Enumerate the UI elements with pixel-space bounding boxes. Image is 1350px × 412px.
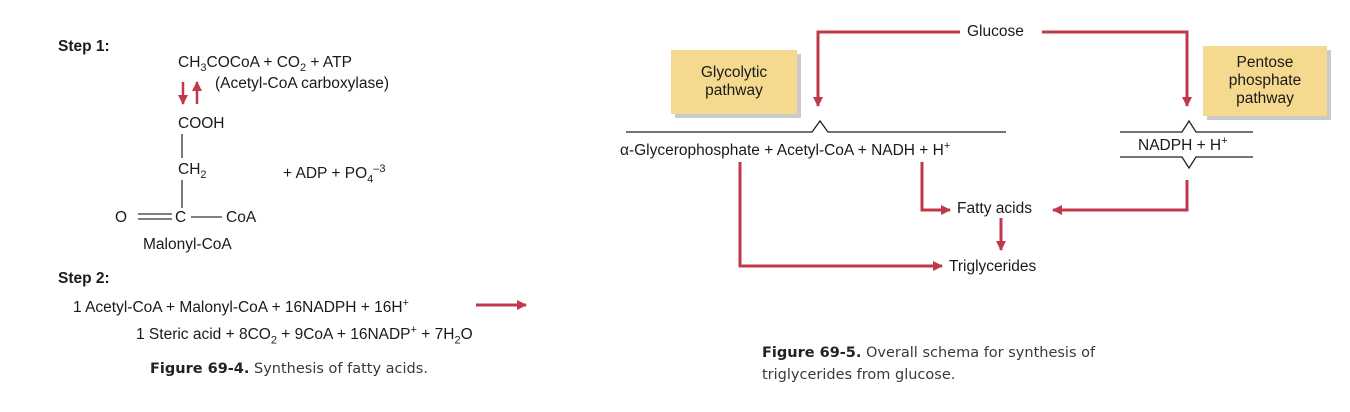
nadph-text: NADPH + H [1138,137,1222,155]
ch2-label: CH2 [178,162,207,181]
ch-sub: 2 [200,169,207,182]
step2-line2-sub2: 2 [454,334,461,347]
glycerophosphate-text: α-Glycerophosphate + Acetyl-CoA + NADH +… [620,142,944,160]
step2-label: Step 2: [58,270,110,287]
malonyl-coa-label: Malonyl-CoA [143,236,232,253]
glycerophosphate-line: α-Glycerophosphate + Acetyl-CoA + NADH +… [620,141,950,159]
caption-69-4-text: Synthesis of fatty acids. [249,361,428,377]
reactant-cocoa: COCoA + CO [206,54,300,71]
glycolytic-pathway-label: Glycolytic pathway [700,64,768,99]
glycerophosphate-sup: + [943,140,951,152]
step1-products: + ADP + PO4–3 [283,164,386,185]
reactant-atp: + ATP [306,54,352,71]
step2-line1: 1 Acetyl-CoA + Malonyl-CoA + 16NADPH + 1… [73,298,409,316]
o-atom: O [115,209,128,226]
step2-line1-text: 1 Acetyl-CoA + Malonyl-CoA + 16NADPH + 1… [73,299,403,317]
coa-label: CoA [226,209,257,226]
step2-line2: 1 Steric acid + 8CO2 + 9CoA + 16NADP+ + … [136,325,473,346]
step2-line2-c: + 7H [416,326,455,344]
reactant-sub2: 2 [299,62,307,75]
caption-69-4: Figure 69-4. Synthesis of fatty acids. [150,362,428,377]
acetyl-to-fatty-acids-arrow [920,162,951,215]
pentose-pathway-label: Pentose phosphate pathway [1228,54,1302,107]
nadph-sup: + [1221,135,1228,147]
step2-line2-sup: + [410,324,417,336]
products-sub: 4 [367,173,374,186]
cooh-label: COOH [178,115,225,132]
step2-line1-sup: + [402,297,409,309]
caption-69-5-number: Figure 69-5. [762,345,862,361]
main-top-brace [626,119,1006,133]
malonyl-bonds [138,134,222,220]
glucose-label: Glucose [967,23,1024,40]
caption-69-5-text1: Overall schema for synthesis of [861,345,1096,361]
nadph-bottom-brace [1120,156,1253,170]
caption-69-4-number: Figure 69-4. [150,361,250,377]
pentose-pathway-box: Pentose phosphate pathway [1203,46,1327,116]
step1-label: Step 1: [58,38,110,55]
glycolytic-pathway-box: Glycolytic pathway [671,50,797,114]
nadph-top-brace [1120,119,1253,133]
step1-reactants: CH3COCoA + CO2 + ATP [178,55,352,74]
reactant-sub1: 3 [200,62,207,75]
enzyme-label: (Acetyl-CoA carboxylase) [215,75,390,92]
caption-69-5-line1: Figure 69-5. Overall schema for synthesi… [762,346,1095,361]
nadph-line: NADPH + H+ [1138,136,1228,154]
step2-line2-d: O [460,326,473,344]
caption-69-5-line2: triglycerides from glucose. [762,367,956,383]
triglycerides-label: Triglycerides [949,258,1037,275]
step2-line2-sub1: 2 [270,334,277,347]
products-sup: –3 [373,163,386,175]
step2-line2-a: 1 Steric acid + 8CO [136,326,271,344]
ch-text: CH [178,161,201,178]
glucose-to-pentose-arrow [1042,30,1192,107]
glycerophosphate-to-triglycerides-arrow [738,162,943,271]
glucose-to-glycolytic-arrow [813,30,960,107]
products-text: + ADP + PO [283,165,368,183]
nadph-to-fatty-acids-arrow [1052,180,1189,215]
step2-line2-b: + 9CoA + 16NADP [276,326,411,344]
c-atom: C [175,209,187,226]
fatty-acids-label: Fatty acids [957,200,1032,217]
reactant-ch: CH [178,54,201,71]
